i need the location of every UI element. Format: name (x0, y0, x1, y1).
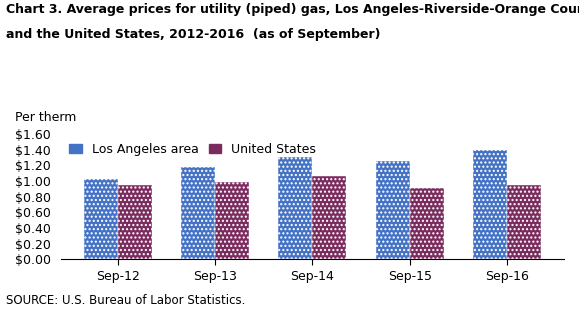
Bar (118, 185, 152, 259)
Bar (215, 182, 249, 259)
Text: SOURCE: U.S. Bureau of Labor Statistics.: SOURCE: U.S. Bureau of Labor Statistics. (6, 294, 245, 307)
Bar (312, 176, 346, 259)
Bar (376, 161, 410, 259)
Legend: Los Angeles area, United States: Los Angeles area, United States (67, 140, 318, 158)
Bar (473, 150, 507, 259)
Bar (278, 157, 312, 259)
Bar (83, 179, 118, 259)
Bar (507, 185, 541, 259)
Text: Chart 3. Average prices for utility (piped) gas, Los Angeles-Riverside-Orange Co: Chart 3. Average prices for utility (pip… (6, 3, 579, 16)
Bar (410, 188, 444, 259)
Bar (181, 167, 215, 259)
Text: and the United States, 2012-2016  (as of September): and the United States, 2012-2016 (as of … (6, 28, 380, 41)
Text: Per therm: Per therm (16, 111, 77, 124)
